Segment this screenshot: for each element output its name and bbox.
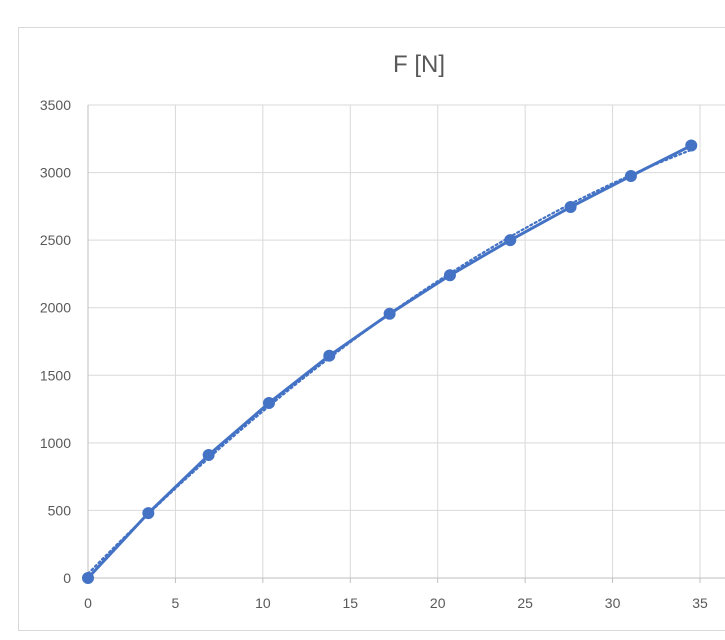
series-layer — [82, 139, 698, 584]
data-point-8 — [564, 201, 577, 214]
y-tick-label-3: 1500 — [40, 367, 71, 383]
x-tick-label-0: 0 — [84, 595, 92, 611]
data-point-4 — [323, 349, 336, 362]
y-tick-label-2: 1000 — [40, 435, 71, 451]
chart-title: F [N] — [393, 51, 445, 78]
series-line — [86, 144, 692, 580]
x-tick-label-4: 20 — [430, 595, 446, 611]
x-tick-label-1: 5 — [172, 595, 180, 611]
y-tick-label-1: 500 — [48, 502, 72, 518]
data-point-6 — [443, 269, 456, 282]
x-tick-label-6: 30 — [605, 595, 621, 611]
y-tick-label-5: 2500 — [40, 232, 71, 248]
y-tick-label-0: 0 — [63, 570, 71, 586]
y-tick-label-7: 3500 — [40, 97, 71, 113]
data-point-1 — [142, 507, 155, 520]
x-tick-labels: 0 5 10 15 20 25 30 35 — [84, 595, 708, 611]
chart-area — [18, 27, 725, 631]
y-tick-label-6: 3000 — [40, 165, 71, 181]
data-point-2 — [202, 449, 215, 462]
x-tick-label-3: 15 — [342, 595, 358, 611]
x-tick-label-2: 10 — [255, 595, 271, 611]
axes — [87, 105, 725, 583]
data-point-10 — [685, 139, 698, 152]
y-tick-labels: 0 500 1000 1500 2000 2500 3000 3500 — [40, 97, 71, 586]
y-tick-label-4: 2000 — [40, 300, 71, 316]
data-point-3 — [262, 396, 275, 409]
data-point-9 — [624, 169, 637, 182]
x-tick-label-5: 25 — [517, 595, 533, 611]
data-point-5 — [383, 307, 396, 320]
x-tick-label-7: 35 — [692, 595, 708, 611]
data-point-0 — [82, 572, 94, 584]
data-point-7 — [504, 234, 517, 247]
